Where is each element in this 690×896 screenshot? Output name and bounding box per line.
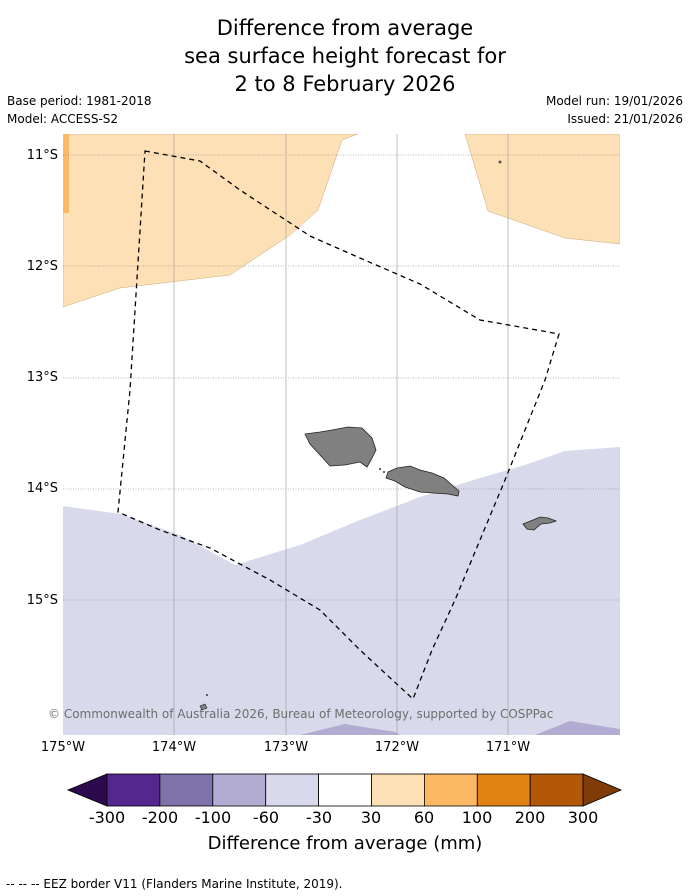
colorbar-tick: -100 xyxy=(194,808,232,827)
colorbar-tick: 300 xyxy=(567,808,599,827)
title-line-3: 2 to 8 February 2026 xyxy=(234,72,456,96)
eez-border xyxy=(117,150,560,701)
colorbar-arrow-min xyxy=(66,773,108,807)
colorbar-tick: -200 xyxy=(141,808,179,827)
island-niuafoou xyxy=(199,703,208,711)
anomaly-region-positive-strong xyxy=(63,134,69,213)
colorbar-bin xyxy=(212,773,267,807)
colorbar-bin xyxy=(265,773,320,807)
island-swains xyxy=(498,160,502,164)
title-line-2: sea surface height forecast for xyxy=(184,44,506,68)
colorbar-tick: -30 xyxy=(305,808,333,827)
colorbar-tick: -60 xyxy=(252,808,280,827)
lon-label-175w: 175°W xyxy=(40,740,86,755)
colorbar-bin xyxy=(476,773,531,807)
anomaly-region-negative-strong-1 xyxy=(300,724,400,735)
colorbar-bin xyxy=(318,773,372,807)
colorbar-bin xyxy=(159,773,214,807)
lat-label-12s: 12°S xyxy=(26,259,58,274)
anomaly-region-positive-ne xyxy=(464,134,620,245)
model-run: Model run: 19/01/2026 xyxy=(545,94,683,108)
copyright-credit: © Commonwealth of Australia 2026, Bureau… xyxy=(48,707,554,721)
colorbar-bin xyxy=(529,773,584,807)
anomaly-region-positive-nw xyxy=(63,134,359,308)
island-tutuila xyxy=(522,516,558,531)
colorbar-title: Difference from average (mm) xyxy=(207,833,483,854)
base-period: Base period: 1981-2018 xyxy=(7,94,152,108)
colorbar-bin xyxy=(371,773,425,807)
island-small-islet xyxy=(206,694,208,696)
lon-label-172w: 172°W xyxy=(374,740,420,755)
colorbar-bin xyxy=(423,773,478,807)
colorbar-arrow-max xyxy=(582,773,623,807)
gridlines xyxy=(63,154,620,601)
lat-label-15s: 15°S xyxy=(26,593,58,608)
island-savaii xyxy=(304,426,377,468)
map-title: Difference from average sea surface heig… xyxy=(0,14,690,98)
lat-label-11s: 11°S xyxy=(26,148,58,163)
eez-footnote: -- -- -- EEZ border V11 (Flanders Marine… xyxy=(6,877,343,891)
colorbar-tick: 60 xyxy=(413,808,435,827)
lat-label-13s: 13°S xyxy=(26,370,58,385)
title-line-1: Difference from average xyxy=(216,16,474,40)
lon-label-171w: 171°W xyxy=(485,740,531,755)
colorbar-tick: -300 xyxy=(88,808,126,827)
meridians xyxy=(173,134,509,735)
colorbar-tick: 100 xyxy=(461,808,493,827)
lon-label-173w: 173°W xyxy=(263,740,309,755)
island-upolu xyxy=(385,465,460,497)
lon-label-174w: 174°W xyxy=(151,740,197,755)
colorbar-bin xyxy=(106,773,161,807)
issued-date: Issued: 21/01/2026 xyxy=(567,112,683,126)
island-manono xyxy=(379,468,381,470)
anomaly-region-negative-strong-2 xyxy=(535,721,620,735)
colorbar-tick: 200 xyxy=(514,808,546,827)
island-apolima xyxy=(383,471,385,473)
anomaly-region-negative xyxy=(63,447,620,735)
model-name: Model: ACCESS-S2 xyxy=(7,112,119,126)
lat-label-14s: 14°S xyxy=(26,481,58,496)
colorbar-tick: 30 xyxy=(360,808,382,827)
